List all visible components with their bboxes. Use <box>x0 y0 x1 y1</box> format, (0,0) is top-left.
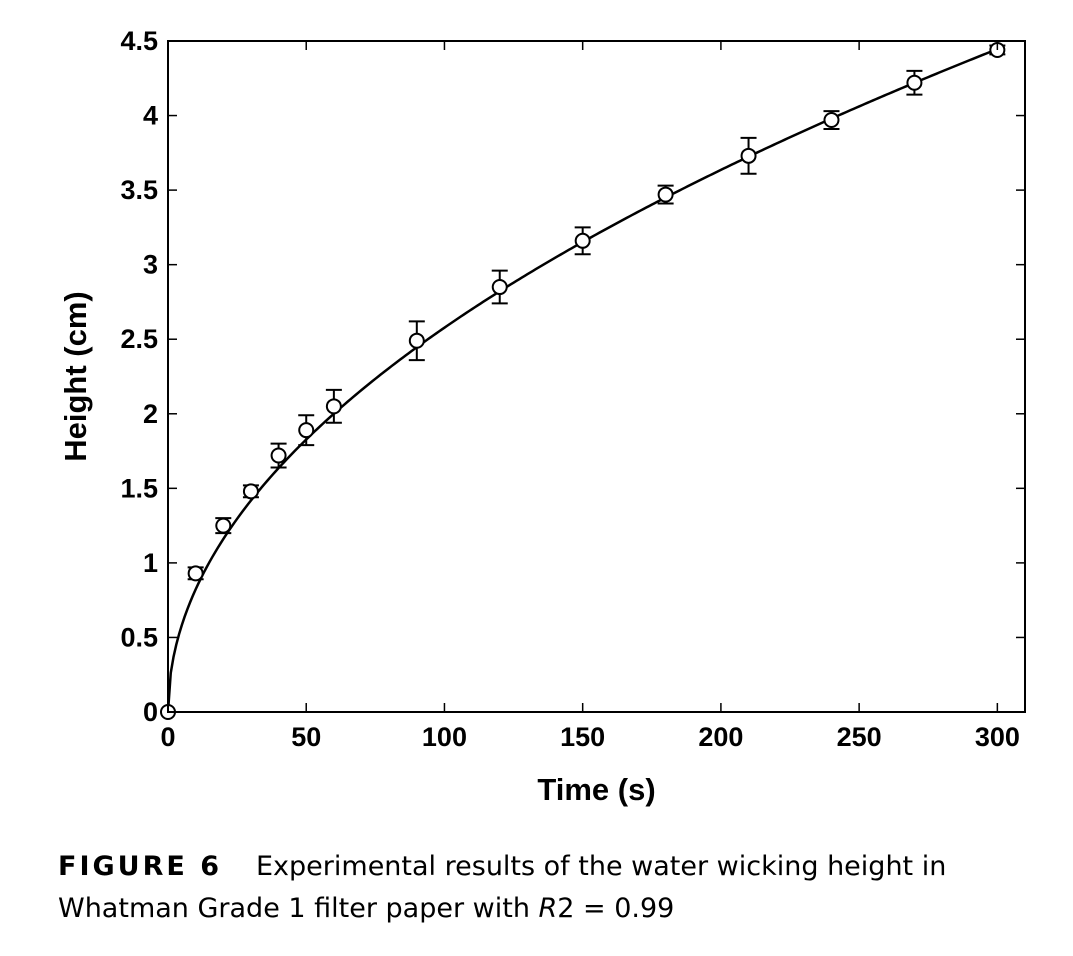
data-point <box>657 186 674 203</box>
y-tick-label: 2.5 <box>120 324 158 354</box>
data-point <box>325 398 342 415</box>
y-tick-label: 1.5 <box>120 473 158 503</box>
caption-text: Experimental results of the water wickin… <box>58 851 947 924</box>
x-tick-label: 200 <box>698 722 743 752</box>
figure-label: FIGURE 6 <box>58 851 222 882</box>
x-axis-title: Time (s) <box>537 772 655 807</box>
y-tick-label: 0.5 <box>120 622 158 652</box>
y-tick-label: 3.5 <box>120 175 158 205</box>
chart: 0 50 100 150 200 250 300 0 0.5 1 1.5 2 2.5 3 3.5 4 4.5 T… <box>58 26 1026 807</box>
error-bars <box>187 44 1006 581</box>
x-tick-label: 100 <box>422 722 467 752</box>
y-tick-label: 3 <box>143 250 158 280</box>
data-markers <box>160 41 1006 720</box>
plot-frame <box>167 40 1026 713</box>
figure-caption: FIGURE 6 Experimental results of the wate… <box>58 846 1048 930</box>
axes <box>167 40 1026 713</box>
y-tick-label: 1 <box>143 548 158 578</box>
data-point <box>215 517 232 534</box>
data-point <box>740 147 757 164</box>
fit-curve-layer <box>166 47 998 713</box>
data-point <box>270 447 287 464</box>
data-point <box>408 332 425 349</box>
data-point <box>491 279 508 296</box>
x-tick-label: 50 <box>291 722 321 752</box>
caption-r-value: 2 = 0.99 <box>557 893 675 924</box>
y-tick-label: 2 <box>143 399 158 429</box>
data-point <box>906 74 923 91</box>
caption-r-symbol: R <box>538 893 558 924</box>
y-axis-title: Height (cm) <box>58 291 93 462</box>
x-tick-label: 300 <box>975 722 1020 752</box>
data-point <box>242 483 259 500</box>
data-point <box>187 565 204 582</box>
fit-curve-line <box>166 47 998 713</box>
data-point <box>574 232 591 249</box>
x-tick-label: 150 <box>560 722 605 752</box>
y-tick-label: 4.5 <box>120 26 158 56</box>
tick-labels: 0 50 100 150 200 250 300 0 0.5 1 1.5 2 2.5 3 3.5 4 4.5 <box>120 26 1019 752</box>
y-tick-label: 4 <box>143 101 158 131</box>
x-tick-label: 0 <box>160 722 175 752</box>
data-point <box>298 422 315 439</box>
data-point <box>823 112 840 129</box>
x-tick-label: 250 <box>837 722 882 752</box>
y-tick-label: 0 <box>143 697 158 727</box>
